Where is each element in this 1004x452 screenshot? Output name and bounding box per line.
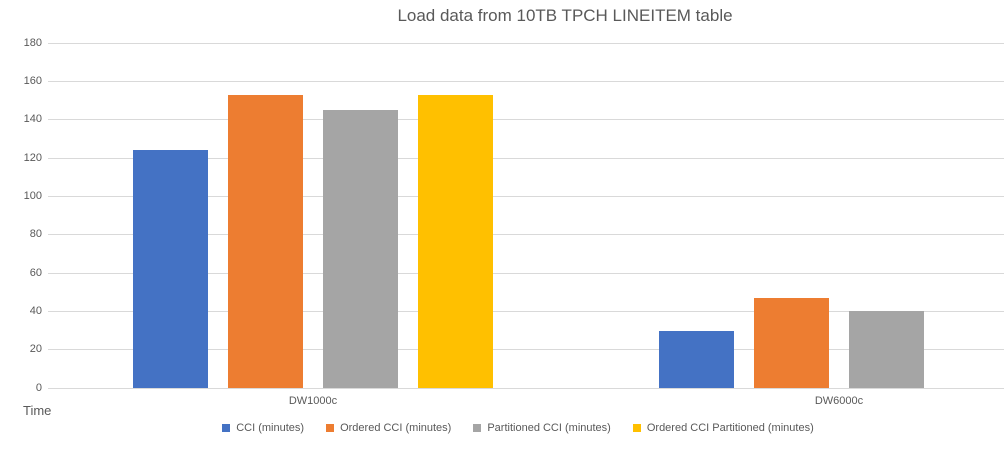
bar-dw6000c-series-0	[659, 330, 734, 388]
bar-dw1000c-series-0	[133, 150, 208, 388]
gridline	[48, 234, 1004, 236]
bar-dw1000c-series-1	[228, 94, 303, 388]
legend-item-0: CCI (minutes)	[222, 422, 304, 434]
legend-item-2: Partitioned CCI (minutes)	[473, 422, 611, 434]
gridline	[48, 310, 1004, 312]
y-axis-tick-label: 40	[29, 304, 42, 317]
y-axis-tick-label: 20	[29, 343, 42, 356]
y-axis-tick-label: 0	[35, 381, 42, 394]
y-axis-tick-label: 140	[23, 113, 42, 126]
gridline	[48, 80, 1004, 82]
legend-label: CCI (minutes)	[236, 422, 305, 434]
y-axis-tick-label: 60	[29, 266, 42, 279]
bar-dw6000c-series-2	[849, 311, 924, 388]
y-axis-title: Time	[23, 403, 52, 418]
y-axis-tick-label: 100	[23, 189, 42, 202]
gridline	[48, 272, 1004, 274]
legend-item-3: Ordered CCI Partitioned (minutes)	[632, 422, 814, 434]
y-axis-tick-label: 160	[23, 74, 42, 87]
gridline	[48, 195, 1004, 197]
legend-swatch-icon	[632, 424, 641, 432]
y-axis-tick-label: 180	[23, 36, 42, 49]
legend-item-1: Ordered CCI (minutes)	[326, 422, 451, 434]
legend-label: Ordered CCI Partitioned (minutes)	[646, 422, 814, 434]
category-label-dw1000c: DW1000c	[288, 395, 338, 407]
gridline	[48, 119, 1004, 121]
bar-dw1000c-series-3	[418, 94, 493, 388]
gridline	[48, 42, 1004, 44]
bar-dw6000c-series-1	[754, 297, 829, 388]
y-axis-tick-label: 120	[23, 151, 42, 164]
x-axis-line	[48, 387, 1004, 389]
gridline	[48, 349, 1004, 351]
legend-swatch-icon	[473, 424, 482, 432]
legend-label: Partitioned CCI (minutes)	[487, 422, 611, 434]
category-label-dw6000c: DW6000c	[814, 395, 864, 407]
chart-title: Load data from 10TB TPCH LINEITEM table	[397, 6, 733, 25]
bar-dw1000c-series-2	[323, 110, 398, 388]
gridline	[48, 157, 1004, 159]
legend: CCI (minutes) Ordered CCI (minutes) Partit…	[16, 422, 1004, 434]
y-axis-tick-label: 80	[29, 228, 42, 241]
legend-label: Ordered CCI (minutes)	[340, 422, 452, 434]
legend-swatch-icon	[326, 424, 335, 432]
legend-swatch-icon	[222, 424, 231, 432]
